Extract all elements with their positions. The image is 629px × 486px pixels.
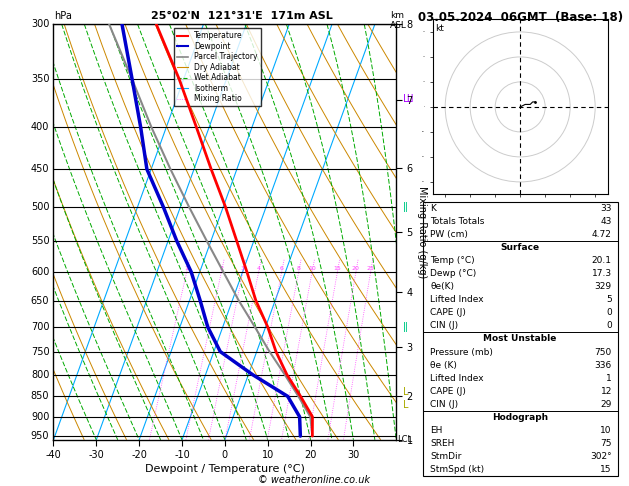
Text: 29: 29 (601, 400, 612, 409)
Text: 0: 0 (606, 308, 612, 317)
Text: 4.72: 4.72 (592, 230, 612, 239)
Text: 20.1: 20.1 (592, 256, 612, 265)
Text: 600: 600 (31, 267, 49, 277)
Text: 400: 400 (31, 122, 49, 132)
Text: 302°: 302° (590, 452, 612, 461)
Text: 750: 750 (31, 347, 49, 357)
X-axis label: Dewpoint / Temperature (°C): Dewpoint / Temperature (°C) (145, 465, 305, 474)
Text: 17.3: 17.3 (592, 269, 612, 278)
Text: SREH: SREH (430, 439, 455, 448)
Text: LCL: LCL (398, 435, 413, 444)
Text: θe (K): θe (K) (430, 361, 457, 370)
Text: 25: 25 (367, 266, 374, 271)
Text: 6: 6 (280, 266, 284, 271)
Text: CAPE (J): CAPE (J) (430, 387, 466, 396)
Text: 33: 33 (600, 204, 612, 213)
Text: StmSpd (kt): StmSpd (kt) (430, 465, 484, 474)
Text: CAPE (J): CAPE (J) (430, 308, 466, 317)
Text: 336: 336 (594, 361, 612, 370)
Text: Temp (°C): Temp (°C) (430, 256, 475, 265)
Y-axis label: Mixing Ratio (g/kg): Mixing Ratio (g/kg) (417, 186, 427, 278)
Text: 550: 550 (31, 236, 49, 246)
Text: Ш: Ш (403, 94, 414, 104)
Text: 850: 850 (31, 391, 49, 401)
Text: 5: 5 (606, 295, 612, 304)
Text: 2: 2 (220, 266, 223, 271)
Text: kt: kt (435, 24, 444, 34)
Text: km
ASL: km ASL (390, 11, 407, 30)
Text: θe(K): θe(K) (430, 282, 455, 291)
Text: 25°02'N  121°31'E  171m ASL: 25°02'N 121°31'E 171m ASL (151, 11, 333, 21)
Legend: Temperature, Dewpoint, Parcel Trajectory, Dry Adiabat, Wet Adiabat, Isotherm, Mi: Temperature, Dewpoint, Parcel Trajectory… (174, 28, 261, 106)
Text: 700: 700 (31, 322, 49, 332)
Text: 0: 0 (606, 321, 612, 330)
Text: 15: 15 (600, 465, 612, 474)
Text: 1: 1 (185, 266, 189, 271)
Text: Dewp (°C): Dewp (°C) (430, 269, 477, 278)
Text: 20: 20 (352, 266, 360, 271)
Text: 75: 75 (600, 439, 612, 448)
Text: Lifted Index: Lifted Index (430, 295, 484, 304)
Text: 329: 329 (594, 282, 612, 291)
Text: 800: 800 (31, 370, 49, 380)
Text: Hodograph: Hodograph (492, 413, 548, 422)
Text: 900: 900 (31, 412, 49, 422)
Text: 10: 10 (600, 426, 612, 435)
Text: 350: 350 (31, 74, 49, 85)
Text: K: K (430, 204, 437, 213)
Text: EH: EH (430, 426, 443, 435)
Text: StmDir: StmDir (430, 452, 462, 461)
Text: Lifted Index: Lifted Index (430, 374, 484, 382)
Text: hPa: hPa (54, 11, 72, 21)
Text: 450: 450 (31, 164, 49, 174)
Text: © weatheronline.co.uk: © weatheronline.co.uk (259, 474, 370, 485)
Text: 4: 4 (257, 266, 260, 271)
Text: 8: 8 (297, 266, 301, 271)
Text: 1: 1 (606, 374, 612, 382)
Text: L: L (403, 399, 409, 410)
Text: 650: 650 (31, 295, 49, 306)
Text: 03.05.2024  06GMT  (Base: 18): 03.05.2024 06GMT (Base: 18) (418, 11, 623, 24)
Text: ǁ: ǁ (403, 202, 408, 212)
Text: Totals Totals: Totals Totals (430, 217, 485, 226)
Text: 43: 43 (601, 217, 612, 226)
Text: 950: 950 (31, 431, 49, 441)
Text: L: L (403, 387, 409, 397)
Text: 12: 12 (601, 387, 612, 396)
Text: Surface: Surface (501, 243, 540, 252)
Text: PW (cm): PW (cm) (430, 230, 469, 239)
Text: 300: 300 (31, 19, 49, 29)
Text: 15: 15 (333, 266, 342, 271)
Text: 500: 500 (31, 202, 49, 212)
Text: CIN (J): CIN (J) (430, 321, 459, 330)
Text: Most Unstable: Most Unstable (484, 334, 557, 344)
Text: ǁ: ǁ (403, 322, 408, 332)
Text: 3: 3 (241, 266, 245, 271)
Text: CIN (J): CIN (J) (430, 400, 459, 409)
Text: 750: 750 (594, 347, 612, 357)
Text: Pressure (mb): Pressure (mb) (430, 347, 493, 357)
Text: 10: 10 (308, 266, 316, 271)
